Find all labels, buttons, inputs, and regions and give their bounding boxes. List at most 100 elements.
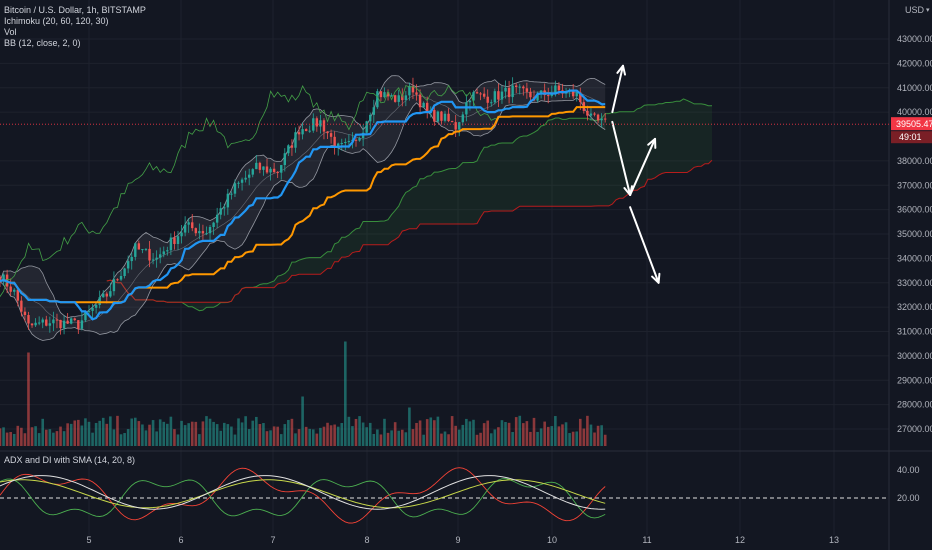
- volume-bar: [55, 431, 59, 446]
- candle-body: [130, 256, 133, 262]
- candle-body: [0, 276, 2, 282]
- candle-body: [9, 286, 12, 292]
- candle-body: [45, 319, 48, 326]
- volume-bar: [240, 422, 244, 446]
- projection-arrow-line: [629, 206, 660, 284]
- candle-body: [497, 91, 500, 100]
- adx-legend[interactable]: ADX and DI with SMA (14, 20, 8): [4, 455, 135, 466]
- volume-bar: [112, 429, 116, 446]
- candle-body: [223, 207, 226, 209]
- volume-bar: [536, 431, 539, 446]
- volume-bar: [52, 432, 55, 446]
- legend-vol[interactable]: Vol: [4, 27, 17, 37]
- candle-body: [123, 268, 126, 277]
- volume-bar: [158, 419, 162, 446]
- candle-body: [575, 92, 578, 97]
- ichimoku-cloud: [106, 98, 713, 312]
- candle-body: [237, 182, 240, 184]
- bb-basis: [0, 91, 606, 324]
- candle-body: [326, 131, 329, 134]
- volume-bar: [105, 423, 109, 446]
- candle-body: [379, 91, 383, 98]
- volume-bar: [475, 434, 479, 446]
- volume-bar: [522, 423, 525, 446]
- price-tick-label: 28000.00: [897, 400, 932, 410]
- volume-bar: [244, 416, 247, 446]
- volume-bar: [119, 434, 123, 446]
- candle-body: [329, 133, 333, 137]
- volume-bar: [23, 433, 27, 446]
- volume-bar: [20, 427, 23, 446]
- legend-ichimoku[interactable]: Ichimoku (20, 60, 120, 30): [4, 16, 109, 26]
- candle-body: [173, 237, 176, 244]
- volume-bar: [265, 431, 269, 446]
- candle-body: [454, 122, 457, 130]
- date-tick-label: 9: [455, 535, 460, 545]
- volume-bar: [447, 434, 450, 446]
- date-tick-label: 6: [178, 535, 183, 545]
- candle-body: [205, 233, 208, 235]
- volume-bar: [532, 417, 536, 446]
- candle-body: [233, 183, 237, 194]
- candle-body: [98, 297, 101, 305]
- volume-bar: [507, 422, 511, 446]
- candle-body: [536, 93, 539, 101]
- candle-body: [73, 318, 76, 321]
- senkou-span-a: [106, 98, 712, 312]
- candle-body: [547, 95, 550, 97]
- candle-body: [461, 114, 464, 123]
- price-tick-label: 30000.00: [897, 351, 932, 361]
- legend-bb[interactable]: BB (12, close, 2, 0): [4, 38, 81, 48]
- candle-body: [290, 145, 294, 148]
- candle-body: [415, 92, 418, 95]
- candle-body: [148, 248, 151, 261]
- volume-bar: [269, 430, 272, 446]
- candle-body: [404, 95, 408, 101]
- price-axis: 43000.00 42000.00 41000.00 40000.00 38000.00…: [891, 34, 932, 503]
- volume-bar: [465, 418, 468, 446]
- candle-body: [187, 222, 190, 225]
- candle-body: [52, 319, 55, 324]
- volume-bar: [2, 427, 5, 446]
- volume-bar: [30, 427, 34, 446]
- volume-bar: [518, 415, 522, 446]
- price-tick-label: 32000.00: [897, 302, 932, 312]
- candle-body: [315, 118, 319, 127]
- volume-bar: [59, 426, 62, 446]
- volume-bar: [497, 427, 500, 446]
- candle-body: [539, 90, 543, 94]
- candle-body: [308, 130, 311, 132]
- candle-body: [141, 249, 144, 251]
- price-tick-label: 40000.00: [897, 107, 932, 117]
- bb-fill: [0, 75, 606, 341]
- legend-adx[interactable]: ADX and DI with SMA (14, 20, 8): [4, 455, 136, 465]
- candle-body: [269, 168, 272, 173]
- last-price-tag-text: 39505.47: [896, 119, 932, 129]
- volume-bar: [546, 426, 550, 446]
- volume-bar: [397, 430, 401, 446]
- currency-selector[interactable]: USD ▾: [905, 5, 930, 15]
- projection-arrow-head: [616, 64, 624, 74]
- candle-body: [255, 162, 258, 170]
- candle-body: [201, 231, 205, 234]
- volume-bar: [183, 425, 187, 446]
- candle-body: [529, 91, 532, 98]
- volume-bar: [457, 429, 461, 446]
- candle-body: [109, 291, 112, 297]
- projection-arrow-line: [629, 137, 657, 196]
- volume-bar: [251, 420, 255, 446]
- volume-bar: [340, 423, 344, 446]
- volume-bar: [311, 429, 315, 446]
- candle-body: [134, 243, 137, 257]
- candle-body: [198, 231, 201, 234]
- candle-body: [586, 110, 589, 116]
- volume-bar: [489, 433, 493, 446]
- candle-body: [84, 311, 87, 321]
- legend-symbol[interactable]: Bitcoin / U.S. Dollar, 1h, BITSTAMP: [4, 5, 146, 15]
- volume-bar: [247, 429, 251, 446]
- volume-bar: [166, 423, 169, 446]
- date-tick-label: 5: [86, 535, 91, 545]
- candle-body: [30, 323, 34, 326]
